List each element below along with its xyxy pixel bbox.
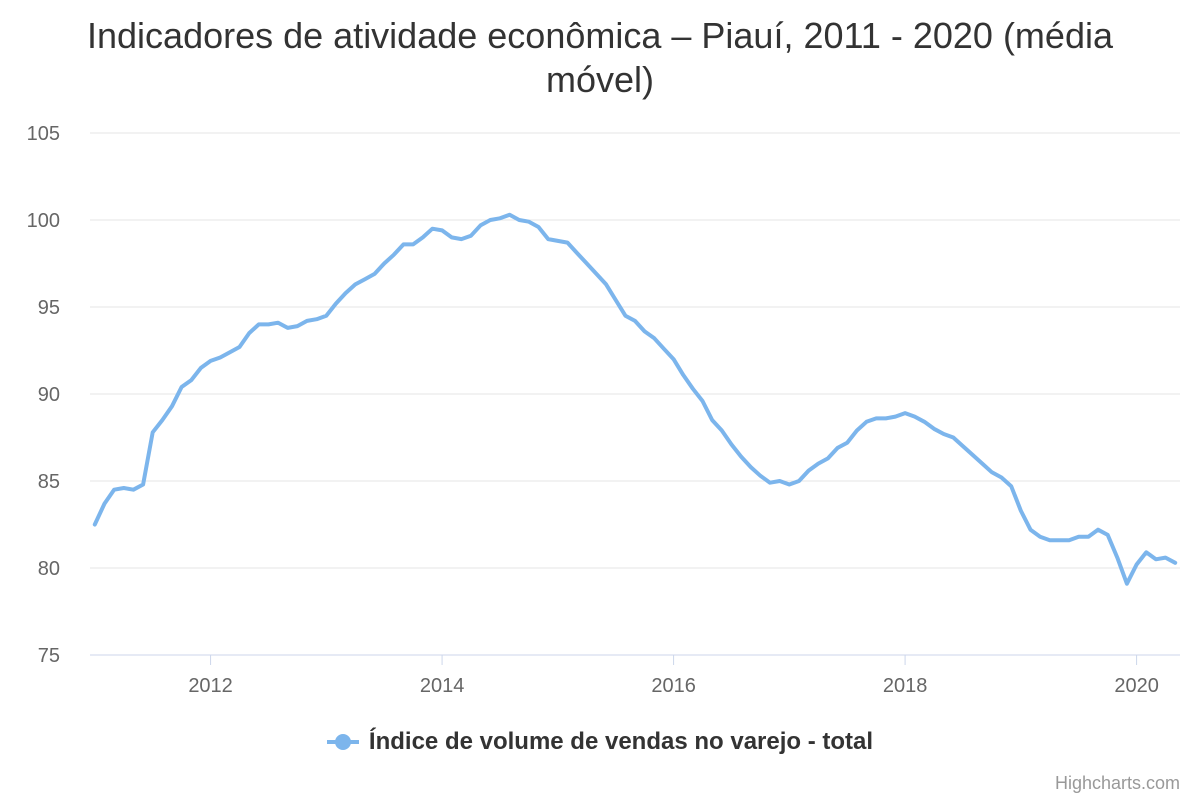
y-tick-label: 105 xyxy=(27,123,60,145)
y-tick-label: 75 xyxy=(38,645,60,667)
x-tick-label: 2014 xyxy=(420,675,465,697)
legend-marker-icon xyxy=(326,734,359,750)
y-tick-label: 90 xyxy=(38,384,60,406)
x-tick-label: 2020 xyxy=(1114,675,1159,697)
y-tick-label: 80 xyxy=(38,558,60,580)
y-tick-label: 100 xyxy=(27,210,60,232)
series-line xyxy=(92,212,1178,586)
x-tick-label: 2016 xyxy=(651,675,696,697)
credits-link[interactable]: Highcharts.com xyxy=(1054,773,1180,793)
x-tick-label: 2012 xyxy=(188,675,233,697)
legend: Índice de volume de vendas no varejo - t… xyxy=(0,728,1200,757)
x-tick-label: 2018 xyxy=(883,675,928,697)
y-tick-label: 95 xyxy=(38,297,60,319)
legend-label: Índice de volume de vendas no varejo - t… xyxy=(368,728,874,755)
y-tick-label: 85 xyxy=(38,471,60,493)
legend-item-varejo[interactable]: Índice de volume de vendas no varejo - t… xyxy=(326,728,874,756)
chart-title: Indicadores de atividade econômica – Pia… xyxy=(87,15,1113,100)
